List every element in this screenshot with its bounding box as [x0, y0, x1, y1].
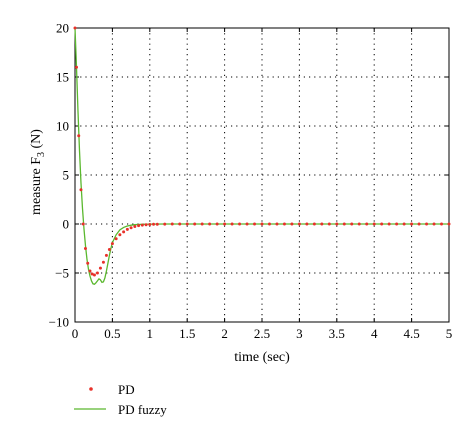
series-pd-point [447, 222, 451, 226]
series-pd-point [148, 222, 152, 226]
series-pd-point [372, 222, 376, 226]
x-tick-label: 4 [371, 326, 378, 341]
series-pd-point [267, 222, 271, 226]
series-pd-point [215, 222, 219, 226]
series-pd-point [342, 222, 346, 226]
series-pd-point [178, 222, 182, 226]
series-pd-point [297, 222, 301, 226]
series-pd-point [90, 272, 94, 276]
series-pd-point [290, 222, 294, 226]
legend: PD PD fuzzy [74, 382, 167, 417]
y-tick-label: 15 [56, 70, 69, 85]
legend-pd-label: PD [118, 382, 135, 397]
series-pd-point [245, 222, 249, 226]
series-pd-point [81, 222, 85, 226]
x-axis-label: time (sec) [234, 350, 290, 365]
series-pd-point [163, 222, 167, 226]
x-tick-label: 3 [296, 326, 303, 341]
series-pd-point [92, 273, 96, 277]
series-pd-point [110, 242, 114, 246]
series-pd-point [125, 227, 129, 231]
series-pd-point [275, 222, 279, 226]
series-pd-point [75, 65, 78, 69]
y-axis-label: measure F3 (N) [29, 129, 47, 215]
series-pd-point [417, 222, 421, 226]
series-pd-point [193, 222, 197, 226]
x-tick-label: 0.5 [104, 326, 120, 341]
series-pd-point [129, 226, 133, 230]
series-pd-point [335, 222, 339, 226]
series-pd-point [425, 222, 429, 226]
series-pd-point [144, 223, 148, 227]
series-pd-fuzzy-line [74, 27, 449, 286]
series-pd-point [200, 222, 204, 226]
series-pd-point [101, 260, 105, 264]
series-pd-point [305, 222, 309, 226]
series-pd-point [122, 230, 126, 234]
series-layer [73, 26, 451, 286]
series-pd-point [118, 233, 122, 237]
series-pd-point [185, 222, 189, 226]
axis-ticks: 0 0.5 1 1.5 2 2.5 3 3.5 4 4.5 5 −10 −5 0 5 10 15 20 [49, 21, 453, 342]
x-tick-label: 1 [147, 326, 154, 341]
series-pd-point [104, 253, 108, 257]
series-pd-point [380, 222, 384, 226]
y-tick-label: −5 [55, 266, 69, 281]
series-pd-point [73, 26, 77, 30]
legend-pd-marker [89, 387, 93, 391]
series-pd-point [86, 261, 90, 265]
series-pd-point [350, 222, 354, 226]
x-tick-label: 3.5 [329, 326, 345, 341]
series-pd-point [155, 222, 159, 226]
series-pd-point [357, 222, 361, 226]
series-pd-point [137, 224, 141, 228]
series-pd-point [114, 237, 118, 241]
series-pd-point [152, 222, 156, 226]
series-pd-point [440, 222, 444, 226]
series-pd-point [253, 222, 257, 226]
series-pd-point [223, 222, 227, 226]
series-pd-point [83, 247, 87, 250]
series-pd-point [107, 247, 111, 251]
x-tick-label: 5 [446, 326, 453, 341]
y-axis-label-main: measure F [29, 157, 44, 215]
series-pd-point [260, 222, 264, 226]
y-tick-label: 10 [56, 119, 69, 134]
x-tick-label: 2 [221, 326, 228, 341]
series-pd-point [365, 222, 369, 226]
series-pd-point [312, 222, 316, 226]
series-pd-point [88, 269, 92, 273]
y-tick-label: −10 [49, 315, 69, 330]
series-pd-point [320, 222, 324, 226]
series-pd-point [208, 222, 212, 226]
y-tick-label: 20 [56, 21, 69, 36]
series-pd-point [410, 222, 414, 226]
y-tick-label: 0 [63, 217, 70, 232]
x-tick-label: 2.5 [254, 326, 270, 341]
series-pd-point [238, 222, 242, 226]
legend-pd-fuzzy-label: PD fuzzy [118, 402, 167, 417]
series-pd-point [140, 223, 144, 227]
series-pd-point [282, 222, 286, 226]
grid-lines [75, 28, 449, 322]
y-axis-label-subscript: 3 [36, 152, 47, 157]
x-tick-label: 1.5 [179, 326, 195, 341]
series-pd-point [133, 224, 137, 228]
series-pd-point [327, 222, 331, 226]
series-pd-point [95, 271, 99, 275]
series-pd-point [230, 222, 234, 226]
series-pd-point [170, 222, 174, 226]
series-pd-point [402, 222, 406, 226]
x-tick-label: 0 [72, 326, 79, 341]
series-pd-point [395, 222, 399, 226]
y-axis-label-unit: (N) [29, 129, 44, 152]
series-pd-point [432, 222, 436, 226]
y-tick-label: 5 [63, 168, 70, 183]
series-pd-point [77, 134, 81, 138]
series-pd-point [79, 188, 83, 192]
x-tick-label: 4.5 [403, 326, 419, 341]
series-pd-point [98, 266, 102, 270]
series-pd-point [387, 222, 391, 226]
